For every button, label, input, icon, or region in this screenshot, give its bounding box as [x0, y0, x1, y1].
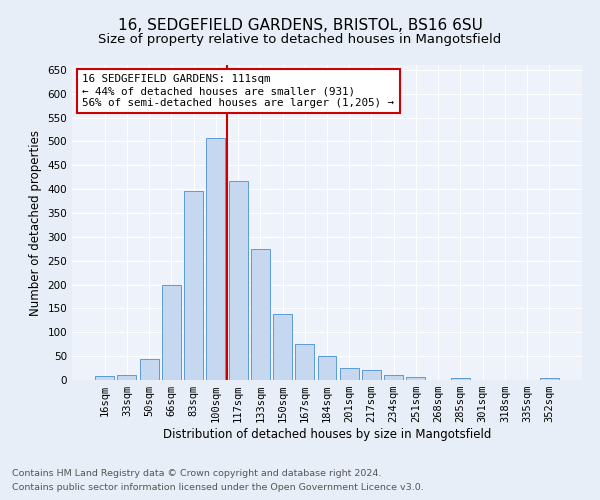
Bar	[118, 375, 136, 380]
Bar	[540, 378, 559, 380]
Text: Contains public sector information licensed under the Open Government Licence v3: Contains public sector information licen…	[12, 484, 424, 492]
Bar	[251, 248, 270, 380]
Bar	[317, 356, 337, 380]
Bar	[451, 378, 470, 380]
Y-axis label: Number of detached properties: Number of detached properties	[29, 130, 42, 316]
Bar	[140, 358, 158, 380]
Text: 16, SEDGEFIELD GARDENS, BRISTOL, BS16 6SU: 16, SEDGEFIELD GARDENS, BRISTOL, BS16 6S…	[118, 18, 482, 32]
Bar	[273, 314, 292, 380]
Bar	[340, 368, 359, 380]
Bar	[362, 370, 381, 380]
Bar	[406, 376, 425, 380]
Bar	[295, 344, 314, 380]
Bar	[162, 284, 181, 380]
Bar	[95, 376, 114, 380]
Text: Contains HM Land Registry data © Crown copyright and database right 2024.: Contains HM Land Registry data © Crown c…	[12, 468, 382, 477]
X-axis label: Distribution of detached houses by size in Mangotsfield: Distribution of detached houses by size …	[163, 428, 491, 441]
Bar	[384, 375, 403, 380]
Text: 16 SEDGEFIELD GARDENS: 111sqm
← 44% of detached houses are smaller (931)
56% of : 16 SEDGEFIELD GARDENS: 111sqm ← 44% of d…	[82, 74, 394, 108]
Bar	[206, 138, 225, 380]
Text: Size of property relative to detached houses in Mangotsfield: Size of property relative to detached ho…	[98, 32, 502, 46]
Bar	[229, 180, 248, 380]
Bar	[184, 190, 203, 380]
